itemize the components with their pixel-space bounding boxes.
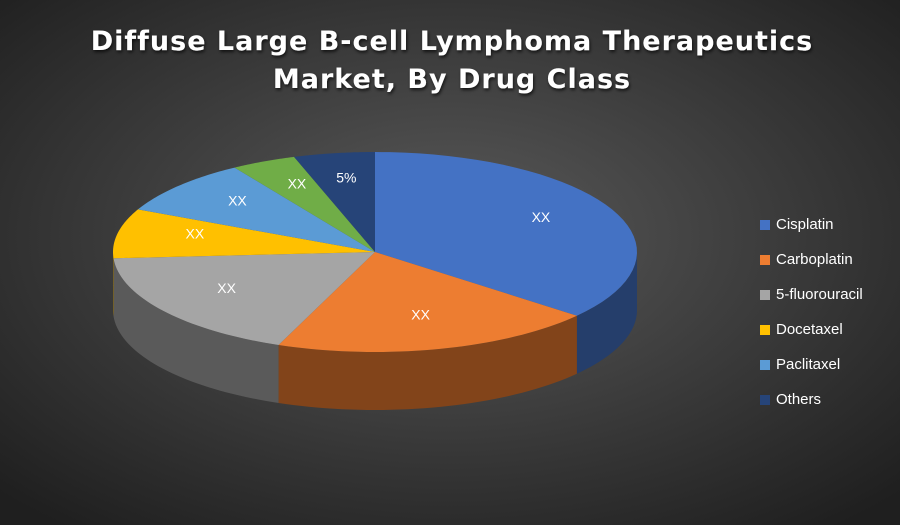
slice-side bbox=[113, 258, 279, 403]
legend-label: Carboplatin bbox=[776, 251, 853, 268]
slice-side bbox=[278, 315, 577, 410]
legend-swatch bbox=[760, 325, 770, 335]
slice bbox=[375, 152, 637, 316]
chart-title: Diffuse Large B-cell Lymphoma Therapeuti… bbox=[91, 26, 814, 95]
legend-swatch bbox=[760, 290, 770, 300]
legend-swatch bbox=[760, 255, 770, 265]
legend-label: Paclitaxel bbox=[776, 356, 840, 373]
legend-swatch bbox=[760, 360, 770, 370]
data-label: XX bbox=[411, 307, 430, 323]
slice bbox=[137, 167, 375, 252]
data-label: XX bbox=[186, 226, 205, 242]
legend-label: Cisplatin bbox=[776, 216, 834, 233]
slice bbox=[113, 252, 375, 345]
legend-label: Docetaxel bbox=[776, 321, 843, 338]
slice bbox=[294, 152, 375, 252]
pie: XX XX XX XX XX XX 5% bbox=[113, 152, 637, 410]
data-label: XX bbox=[217, 280, 236, 296]
slice-side bbox=[113, 252, 114, 317]
data-label: XX bbox=[228, 192, 247, 208]
slice-side bbox=[576, 252, 637, 374]
data-label: XX bbox=[532, 209, 551, 225]
slice bbox=[113, 209, 375, 259]
legend: Cisplatin Carboplatin 5-fluorouracil Doceta… bbox=[760, 216, 863, 408]
data-label: 5% bbox=[336, 170, 356, 186]
slice bbox=[234, 156, 375, 252]
data-label: XX bbox=[288, 175, 307, 191]
legend-swatch bbox=[760, 220, 770, 230]
slice bbox=[278, 252, 577, 352]
legend-swatch bbox=[760, 395, 770, 405]
legend-label: Others bbox=[776, 391, 821, 408]
legend-label: 5-fluorouracil bbox=[776, 286, 863, 303]
